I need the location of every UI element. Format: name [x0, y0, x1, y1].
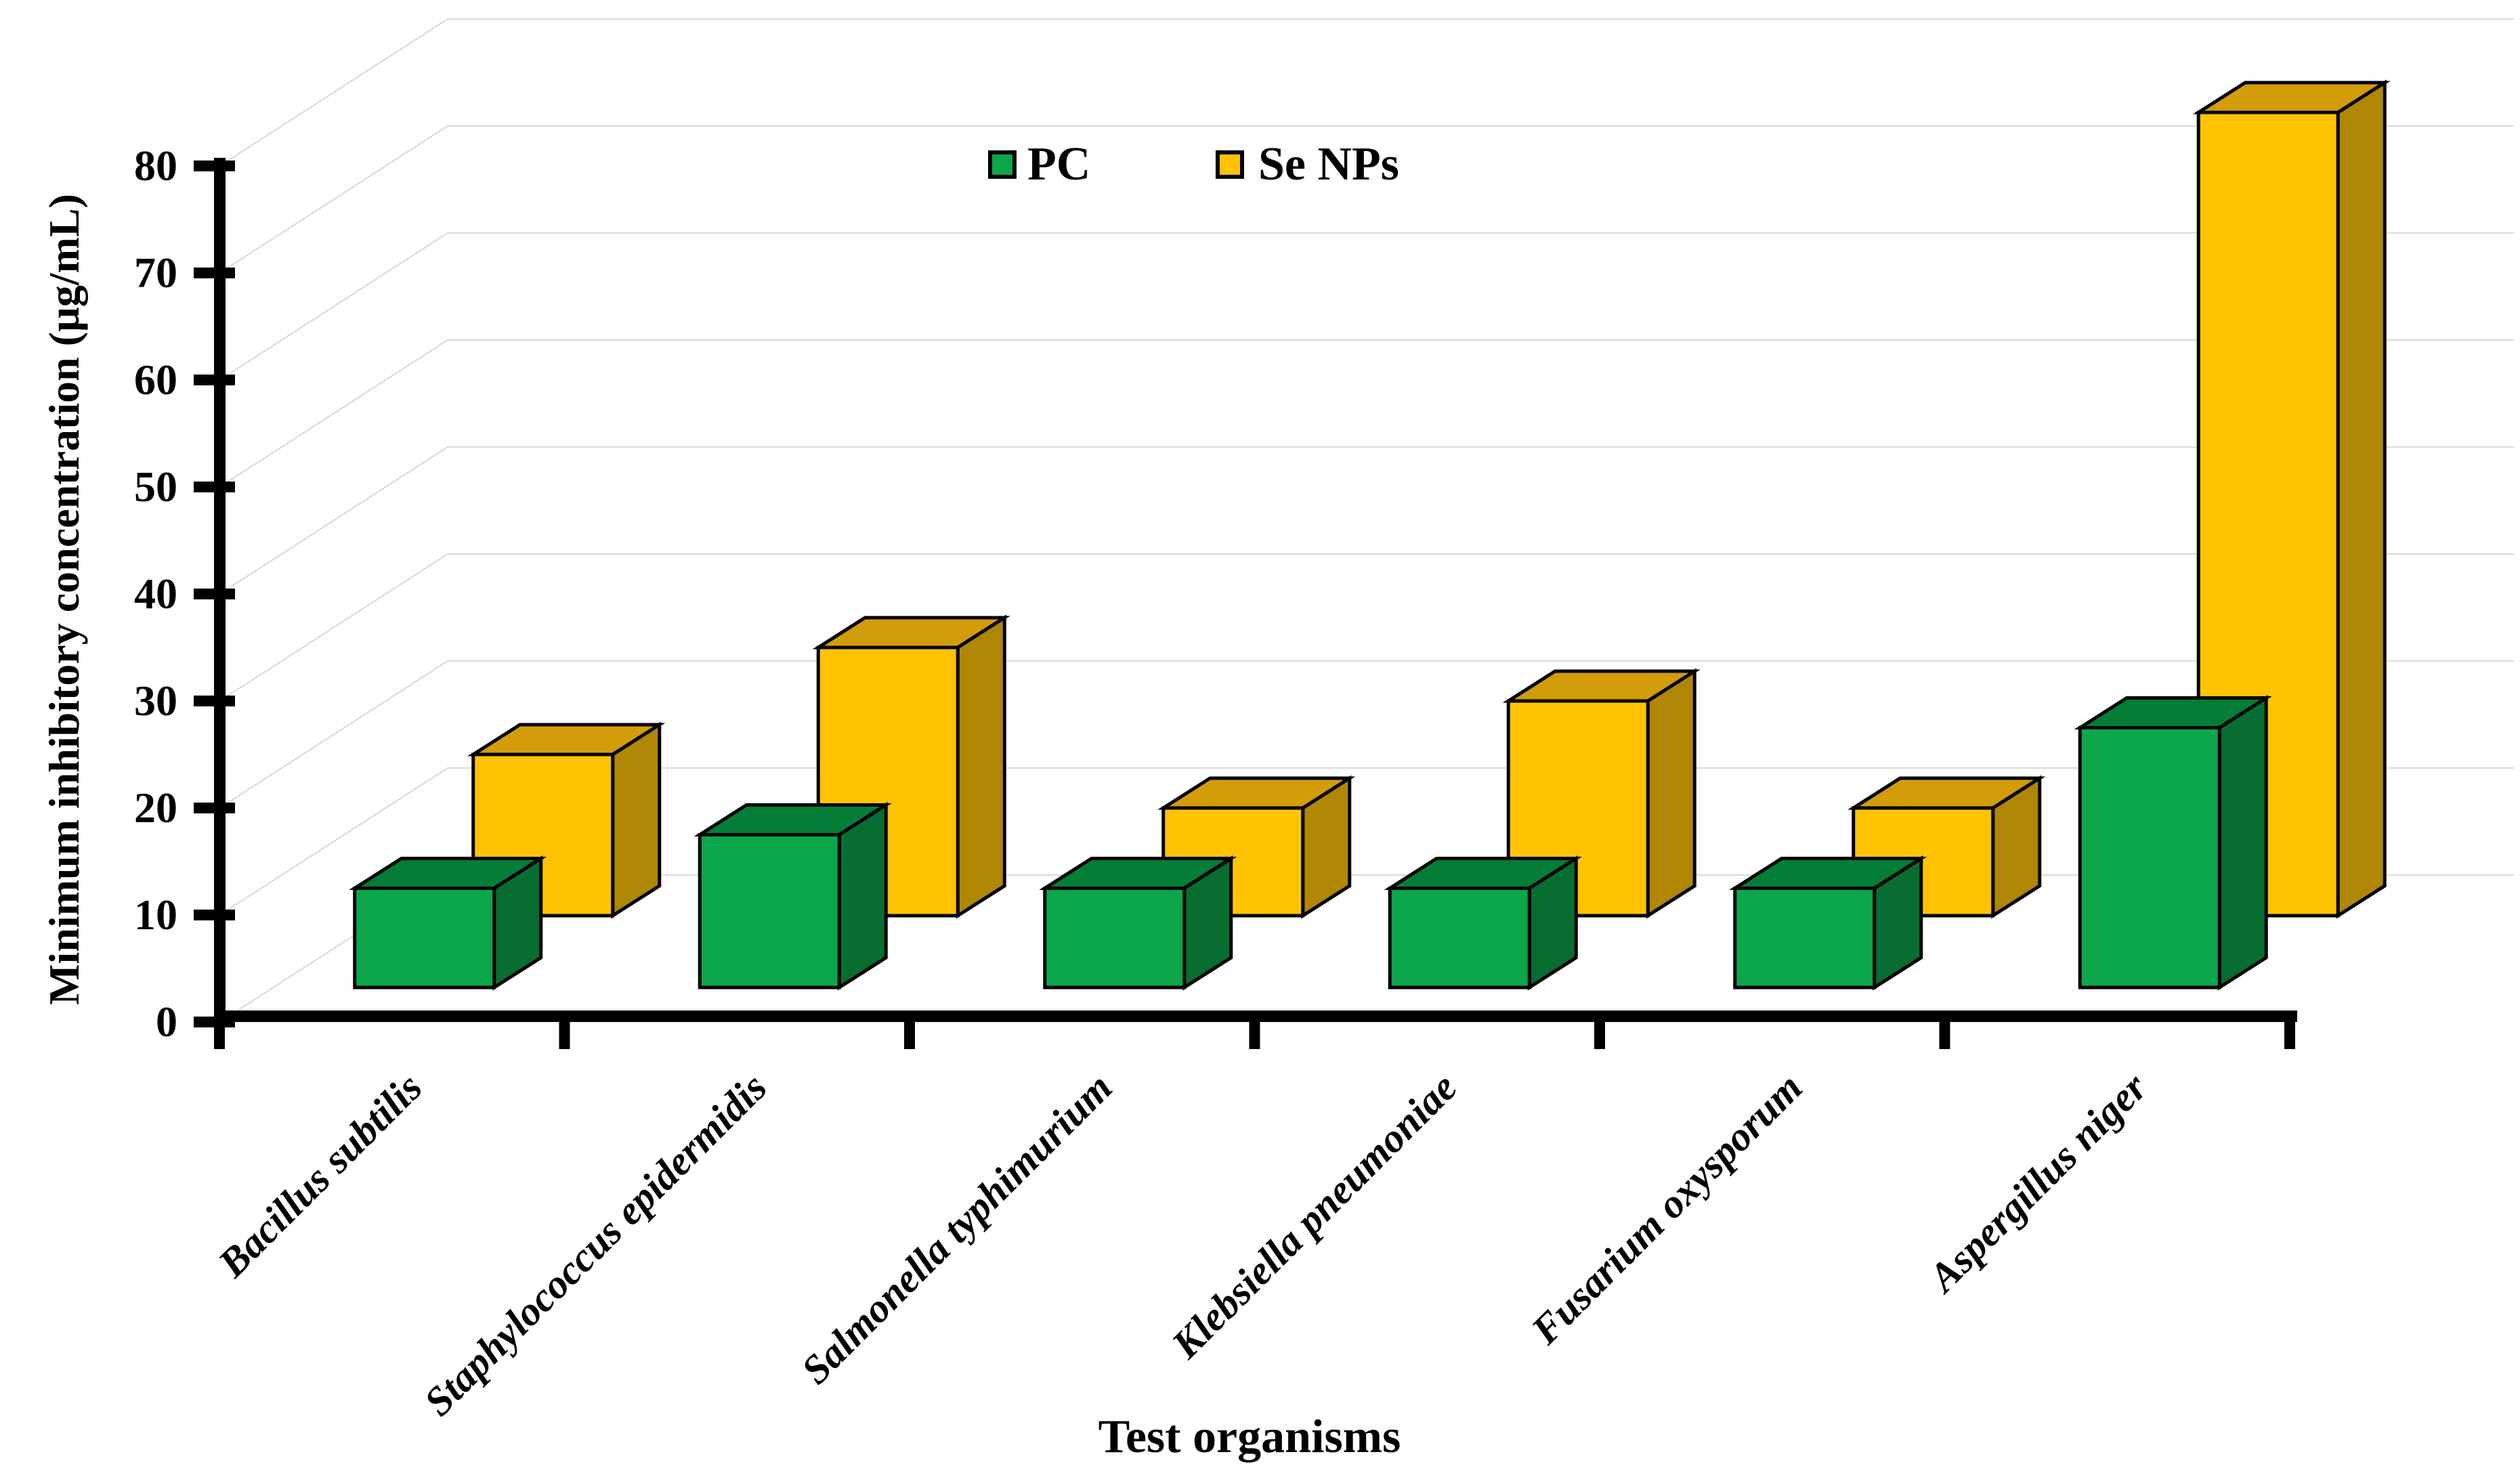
y-tick-mark: [194, 803, 235, 813]
x-tick-mark: [559, 1022, 570, 1049]
y-tick-mark: [194, 910, 235, 920]
bar-pc-3-front-face: [1388, 887, 1531, 989]
bar-pc-5-side-face: [2217, 694, 2268, 991]
x-tick-mark: [2284, 1022, 2295, 1049]
x-tick-mark: [214, 1022, 225, 1049]
gridline: [219, 660, 2514, 809]
bars-group: [349, 79, 2391, 991]
y-tick-label-40: 40: [134, 570, 177, 618]
x-tick-mark: [1249, 1022, 1260, 1049]
bar-senps-0-front-face: [471, 752, 615, 918]
axes-group: [194, 158, 2297, 1049]
y-tick-mark: [194, 696, 235, 706]
x-tick-mark: [1939, 1022, 1950, 1049]
bar-senps-3-side-face: [1646, 668, 1696, 919]
y-tick-mark: [194, 375, 235, 385]
bar-pc-5-front-face: [2078, 726, 2221, 989]
y-tick-label-0: 0: [156, 998, 177, 1046]
gridline: [219, 553, 2514, 702]
bar-pc-1-front-face: [698, 833, 841, 989]
y-axis-title: Minimum inhibitory concentration (µg/mL): [40, 194, 88, 1005]
y-tick-mark: [194, 161, 235, 171]
gridline: [219, 232, 2514, 381]
y-tick-label-60: 60: [134, 356, 177, 404]
legend-swatch-senps-icon: [1216, 150, 1244, 179]
y-tick-mark: [194, 482, 235, 492]
gridline: [219, 767, 2514, 916]
bar-senps-1-side-face: [956, 614, 1006, 919]
y-tick-label-30: 30: [134, 677, 177, 725]
gridlines-group: [219, 18, 2514, 1023]
legend-label-senps: Se NPs: [1258, 138, 1400, 190]
x-tick-mark: [904, 1022, 915, 1049]
y-tick-label-80: 80: [134, 142, 177, 190]
legend-swatch-pc-icon: [988, 150, 1017, 179]
bar-senps-5-side-face: [2336, 79, 2387, 919]
gridline: [219, 125, 2514, 274]
y-tick-label-10: 10: [134, 891, 177, 939]
bar-pc-4-front-face: [1733, 887, 1877, 989]
legend-label-pc: PC: [1027, 138, 1091, 190]
bar-senps-0-side-face: [611, 721, 662, 919]
y-tick-mark: [194, 268, 235, 278]
bar-pc-0-front-face: [353, 887, 496, 989]
x-tick-mark: [1594, 1022, 1605, 1049]
y-tick-mark: [194, 589, 235, 599]
gridline: [219, 446, 2514, 595]
y-tick-label-50: 50: [134, 463, 177, 511]
gridline: [219, 18, 2514, 167]
x-axis-title: Test organisms: [1098, 1411, 1401, 1463]
bar-pc-1-side-face: [837, 801, 888, 991]
x-axis-line: [214, 1010, 2297, 1022]
gridline: [219, 339, 2514, 488]
y-tick-label-70: 70: [134, 249, 177, 297]
bar-pc-2-front-face: [1043, 887, 1187, 989]
y-tick-label-20: 20: [134, 784, 177, 832]
